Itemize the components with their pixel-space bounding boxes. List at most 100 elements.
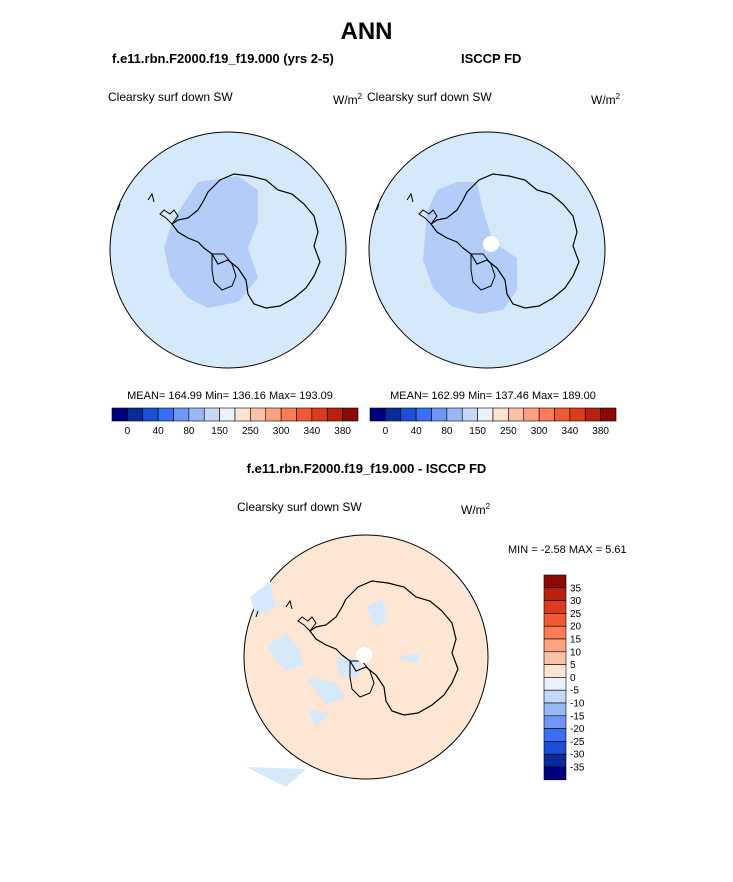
diff-polar-map: [243, 534, 489, 787]
colorbar-box: [554, 407, 571, 422]
colorbar-tick-label: -35: [570, 763, 585, 774]
colorbar-tick-label: 40: [411, 426, 423, 437]
diff-unit-label: W/m2: [461, 502, 491, 517]
colorbar-box: [543, 741, 567, 755]
island-outline: [117, 203, 121, 211]
coastline-peninsula: [297, 616, 317, 632]
colorbar-box: [250, 407, 267, 422]
colorbar-tick-label: 150: [211, 426, 228, 437]
map-content: [246, 580, 459, 787]
colorbar-box: [543, 651, 567, 665]
colorbar-tick-label: 150: [469, 426, 486, 437]
colorbar-tick-label: 300: [531, 426, 548, 437]
model-polar-map: [109, 131, 347, 369]
missing-data-disk: [483, 236, 499, 252]
map-content: [117, 173, 321, 309]
diff-stats: MIN = -2.58 MAX = 5.61: [508, 544, 627, 556]
colorbar-box: [157, 407, 174, 422]
colorbar-box: [543, 689, 567, 704]
colorbar-box: [543, 715, 567, 729]
model-variable-label: Clearsky surf down SW: [108, 90, 233, 104]
colorbar-box: [326, 407, 343, 422]
colorbar-box: [543, 638, 567, 653]
colorbar-box: [523, 407, 540, 422]
contour-region: [366, 599, 388, 627]
colorbar-box: [543, 574, 567, 589]
colorbar-box: [543, 728, 567, 742]
colorbar-box: [543, 702, 567, 717]
colorbar-tick-label: 250: [242, 426, 259, 437]
obs-colorbar: 0 40 80 150 250 300 340 380: [369, 407, 617, 437]
colorbar-tick-label: 80: [183, 426, 195, 437]
colorbar-box: [508, 407, 525, 422]
coastline: [430, 173, 580, 309]
coastline-peninsula: [418, 209, 438, 225]
colorbar-tick-label: -5: [570, 686, 579, 697]
obs-polar-map: [368, 131, 606, 369]
contour-region: [336, 657, 362, 677]
colorbar-tick-label: 35: [570, 583, 582, 594]
colorbar-box: [219, 407, 236, 422]
colorbar-tick-label: 5: [570, 660, 576, 671]
contour-region: [266, 633, 304, 671]
island-outline: [147, 192, 155, 203]
colorbar-box: [385, 407, 402, 422]
colorbar-tick-label: 380: [334, 426, 351, 437]
colorbar-tick-label: 30: [570, 596, 582, 607]
colorbar-tick-label: -15: [570, 711, 585, 722]
colorbar-tick-label: -10: [570, 699, 585, 710]
colorbar-box: [543, 664, 567, 678]
island-outline: [255, 610, 259, 618]
colorbar-box: [142, 407, 159, 422]
coastline-ice-shelf: [349, 660, 375, 698]
colorbar-tick-label: 80: [441, 426, 453, 437]
colorbar-tick-label: 10: [570, 647, 582, 658]
colorbar-box: [543, 587, 567, 601]
missing-data-disk: [356, 647, 372, 663]
colorbar-box: [543, 625, 567, 640]
contour-region: [250, 581, 276, 617]
colorbar-box: [543, 766, 567, 781]
colorbar-box: [234, 407, 251, 422]
map-content: [376, 173, 580, 314]
colorbar-box: [173, 407, 190, 422]
model-colorbar: 0 40 80 150 250 300 340 380: [111, 407, 359, 437]
colorbar-box: [127, 407, 144, 422]
colorbar-tick-label: -30: [570, 750, 585, 761]
colorbar-box: [431, 407, 448, 422]
colorbar-tick-label: 250: [500, 426, 517, 437]
obs-variable-label: Clearsky surf down SW: [367, 90, 492, 104]
diff-panel-heading: f.e11.rbn.F2000.f19_f19.000 - ISCCP FD: [246, 461, 487, 476]
contour-region: [396, 653, 422, 663]
colorbar-box: [311, 407, 328, 422]
colorbar-box: [188, 407, 205, 422]
model-stats: MEAN= 164.99 Min= 136.16 Max= 193.09: [127, 390, 333, 402]
colorbar-tick-label: 20: [570, 622, 582, 633]
colorbar-box: [342, 407, 359, 422]
colorbar-tick-label: 380: [592, 426, 609, 437]
colorbar-box: [584, 407, 601, 422]
colorbar-box: [203, 407, 220, 422]
obs-unit-label: W/m2: [591, 92, 621, 107]
model-unit-label: W/m2: [333, 92, 363, 107]
colorbar-tick-label: 40: [153, 426, 165, 437]
colorbar-box: [492, 407, 509, 422]
coastline-ice-shelf: [211, 253, 237, 291]
coastline: [171, 173, 321, 309]
obs-stats: MEAN= 162.99 Min= 137.46 Max= 189.00: [390, 390, 596, 402]
island-outline: [406, 192, 414, 203]
colorbar-box: [538, 407, 555, 422]
colorbar-box: [543, 600, 567, 614]
colorbar-box: [543, 613, 567, 627]
colorbar-tick-label: 340: [562, 426, 579, 437]
colorbar-tick-label: 340: [304, 426, 321, 437]
colorbar-box: [111, 407, 128, 422]
colorbar-box: [265, 407, 282, 422]
coastline-ice-shelf: [470, 253, 496, 291]
colorbar-tick-label: 15: [570, 635, 582, 646]
colorbar-box: [477, 407, 494, 422]
contour-region: [164, 176, 258, 308]
contour-region: [306, 709, 330, 727]
colorbar-box: [461, 407, 478, 422]
